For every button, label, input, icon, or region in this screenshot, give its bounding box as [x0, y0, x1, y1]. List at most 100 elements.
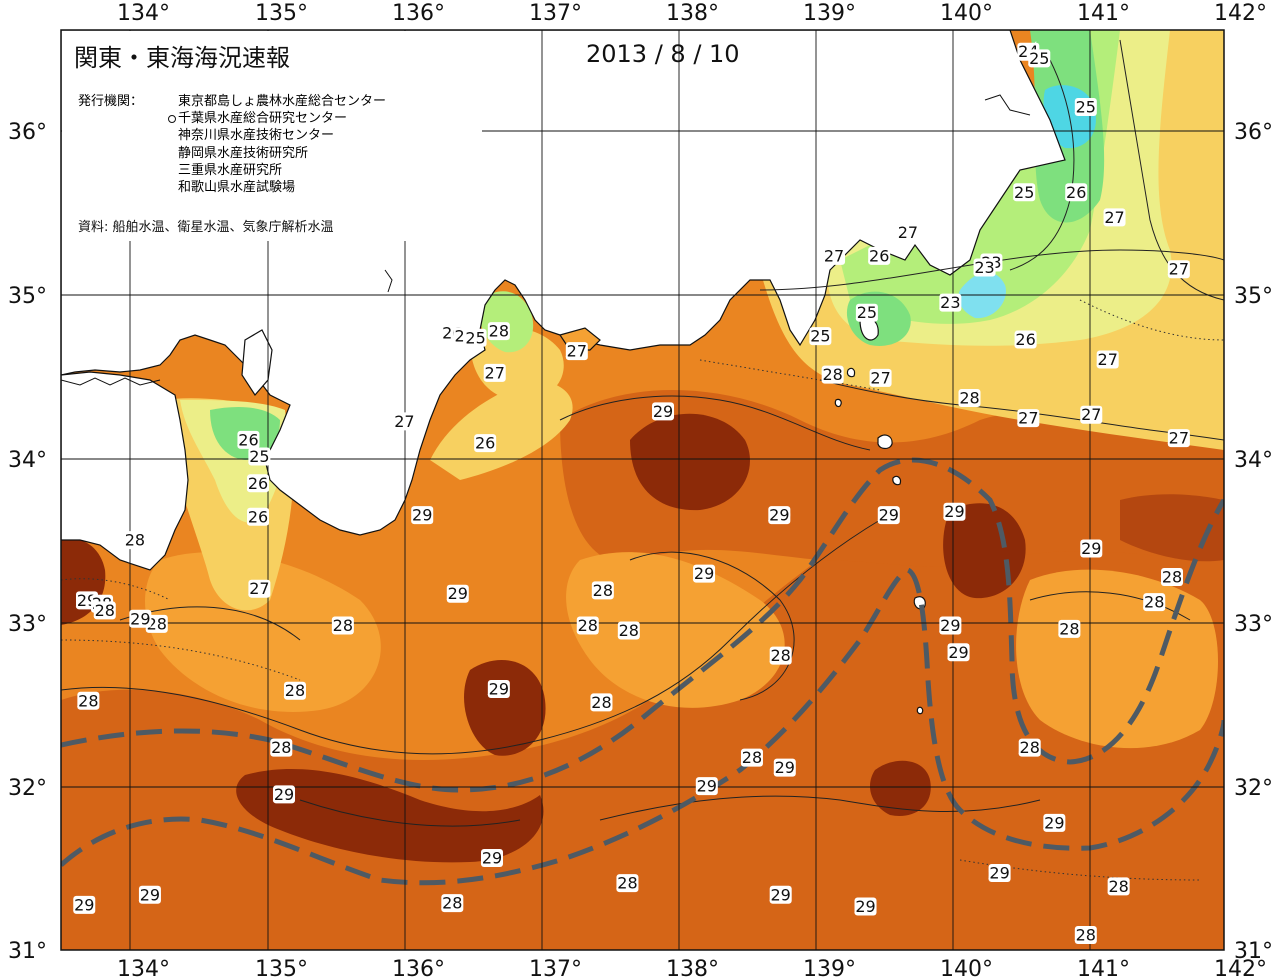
contour-label: 29 [74, 895, 94, 914]
sea-layer-27-kii-coast [430, 380, 573, 480]
contour-label-bg [237, 430, 260, 449]
issuer-item-text: 神奈川県水産技術センター [178, 128, 335, 144]
contour-label: 28 [591, 693, 611, 712]
map-title: 関東・東海海況速報 [74, 44, 290, 72]
contour-label-bg [1074, 97, 1097, 116]
lon-tick-top: 137° [529, 1, 582, 26]
data-source-note: 資料: 船舶水温、衛星水温、気象庁解析水温 [78, 220, 334, 235]
lon-tick-bottom: 138° [666, 957, 719, 980]
contour-label: 25 [465, 328, 485, 347]
contour-label-bg [1014, 330, 1037, 349]
contour-label: 29 [855, 897, 875, 916]
contour-label-bg [773, 758, 796, 777]
contour-label-bg [958, 389, 981, 407]
sea-layer-30-f [870, 760, 931, 816]
contour-label: 28 [1059, 619, 1079, 638]
contour-label: 25 [1014, 183, 1034, 202]
contour-label: 28 [489, 322, 509, 341]
contour-label-bg [1065, 183, 1088, 202]
contour-label-bg [1058, 619, 1081, 638]
contour-label-bg [695, 777, 718, 796]
lat-ticks-right: 31° 32° 33° 34° 35° 36° [1234, 120, 1273, 964]
contour-label-bg [331, 616, 354, 635]
contour-label: 29 [697, 777, 717, 796]
contour-label: 26 [1066, 183, 1086, 202]
lon-tick-top: 135° [255, 1, 308, 26]
contour-label-bg [617, 621, 640, 640]
contour-label: 29 [769, 506, 789, 525]
lon-tick-top: 139° [803, 1, 856, 26]
land-oshima [877, 434, 893, 450]
contour-label-bg [896, 223, 919, 242]
contour-label-bg [248, 447, 271, 466]
contour-label: 27 [898, 223, 918, 242]
contour-label-bg [1096, 350, 1119, 369]
contour-label: 27 [1169, 260, 1189, 279]
contour-label-bg [1161, 567, 1184, 586]
contour-label-bg [411, 506, 434, 525]
contour-label-bg [565, 342, 588, 361]
contour-label-bg [73, 895, 96, 914]
lon-tick-top: 140° [940, 1, 993, 26]
contour-label: 29 [130, 609, 150, 628]
lat-tick-left: 31° [8, 939, 47, 964]
contour-label: 29 [412, 506, 432, 525]
contour-label: 26 [248, 507, 268, 526]
issuer-item-text: 千葉県水産総合研究センター [178, 111, 348, 127]
contour-label: 27 [1018, 409, 1038, 428]
contour-label-bg [769, 646, 792, 665]
issuer-item: 三重県水産研究所 [178, 162, 386, 179]
issuer-item-text: 三重県水産研究所 [178, 162, 283, 178]
contour-label-bg [480, 849, 503, 867]
contour-label-bg [123, 531, 146, 550]
contour-label: 28 [823, 365, 843, 384]
contour-label-bg [441, 894, 464, 913]
contour-label-bg [652, 402, 675, 421]
contour-label: 28 [619, 621, 639, 640]
contour-label: 29 [448, 584, 468, 603]
contour-labels: 2425252526272723232327262725252627282728… [72, 40, 1190, 946]
contour-label: 29 [482, 849, 502, 868]
contour-label-bg [768, 506, 791, 525]
contour-label: 26 [248, 474, 268, 493]
contour-label-bg [129, 609, 152, 628]
contour-label: 28 [959, 389, 979, 408]
contour-label-bg [93, 601, 116, 620]
contour-label: 28 [285, 681, 305, 700]
contour-label: 25 [249, 447, 269, 466]
contour-label-bg [854, 897, 877, 916]
contour-label-bg [487, 322, 510, 341]
contour-label: 26 [869, 246, 889, 265]
contour-label-bg [1017, 409, 1040, 428]
lat-tick-right: 35° [1234, 284, 1273, 309]
contour-label-bg [446, 584, 469, 603]
contour-label: 27 [394, 412, 414, 431]
contour-label: 29 [775, 758, 795, 777]
contour-label: 29 [879, 506, 899, 525]
contour-label-bg [1043, 813, 1066, 832]
contour-label-bg [947, 643, 970, 662]
issuer-label: 発行機関： [78, 94, 144, 109]
sea-layer-30-a [630, 413, 750, 511]
contour-label: 28 [125, 531, 145, 550]
lat-tick-left: 36° [8, 120, 47, 145]
contour-label: 26 [475, 434, 495, 453]
contour-label-bg [939, 616, 962, 635]
contour-label: 28 [1076, 925, 1096, 944]
lon-tick-bottom: 137° [529, 957, 582, 980]
lon-tick-bottom: 142° [1214, 957, 1267, 980]
lon-tick-top: 142° [1214, 1, 1267, 26]
contour-label-bg [1103, 208, 1126, 227]
lon-tick-bottom: 136° [392, 957, 445, 980]
contour-label: 27 [1081, 405, 1101, 424]
contour-label-bg [1074, 925, 1097, 944]
issuer-list: 東京都島しょ農林水産総合センター 千葉県水産総合研究センター 神奈川県水産技術セ… [168, 93, 386, 196]
contour-label-bg [283, 681, 306, 700]
contour-label-bg [590, 693, 613, 712]
contour-label-bg [973, 258, 996, 277]
land-shikoku [61, 371, 189, 571]
contour-label-bg [483, 363, 506, 382]
contour-label-bg [869, 368, 892, 387]
kuroshio-path-south [61, 567, 1224, 886]
